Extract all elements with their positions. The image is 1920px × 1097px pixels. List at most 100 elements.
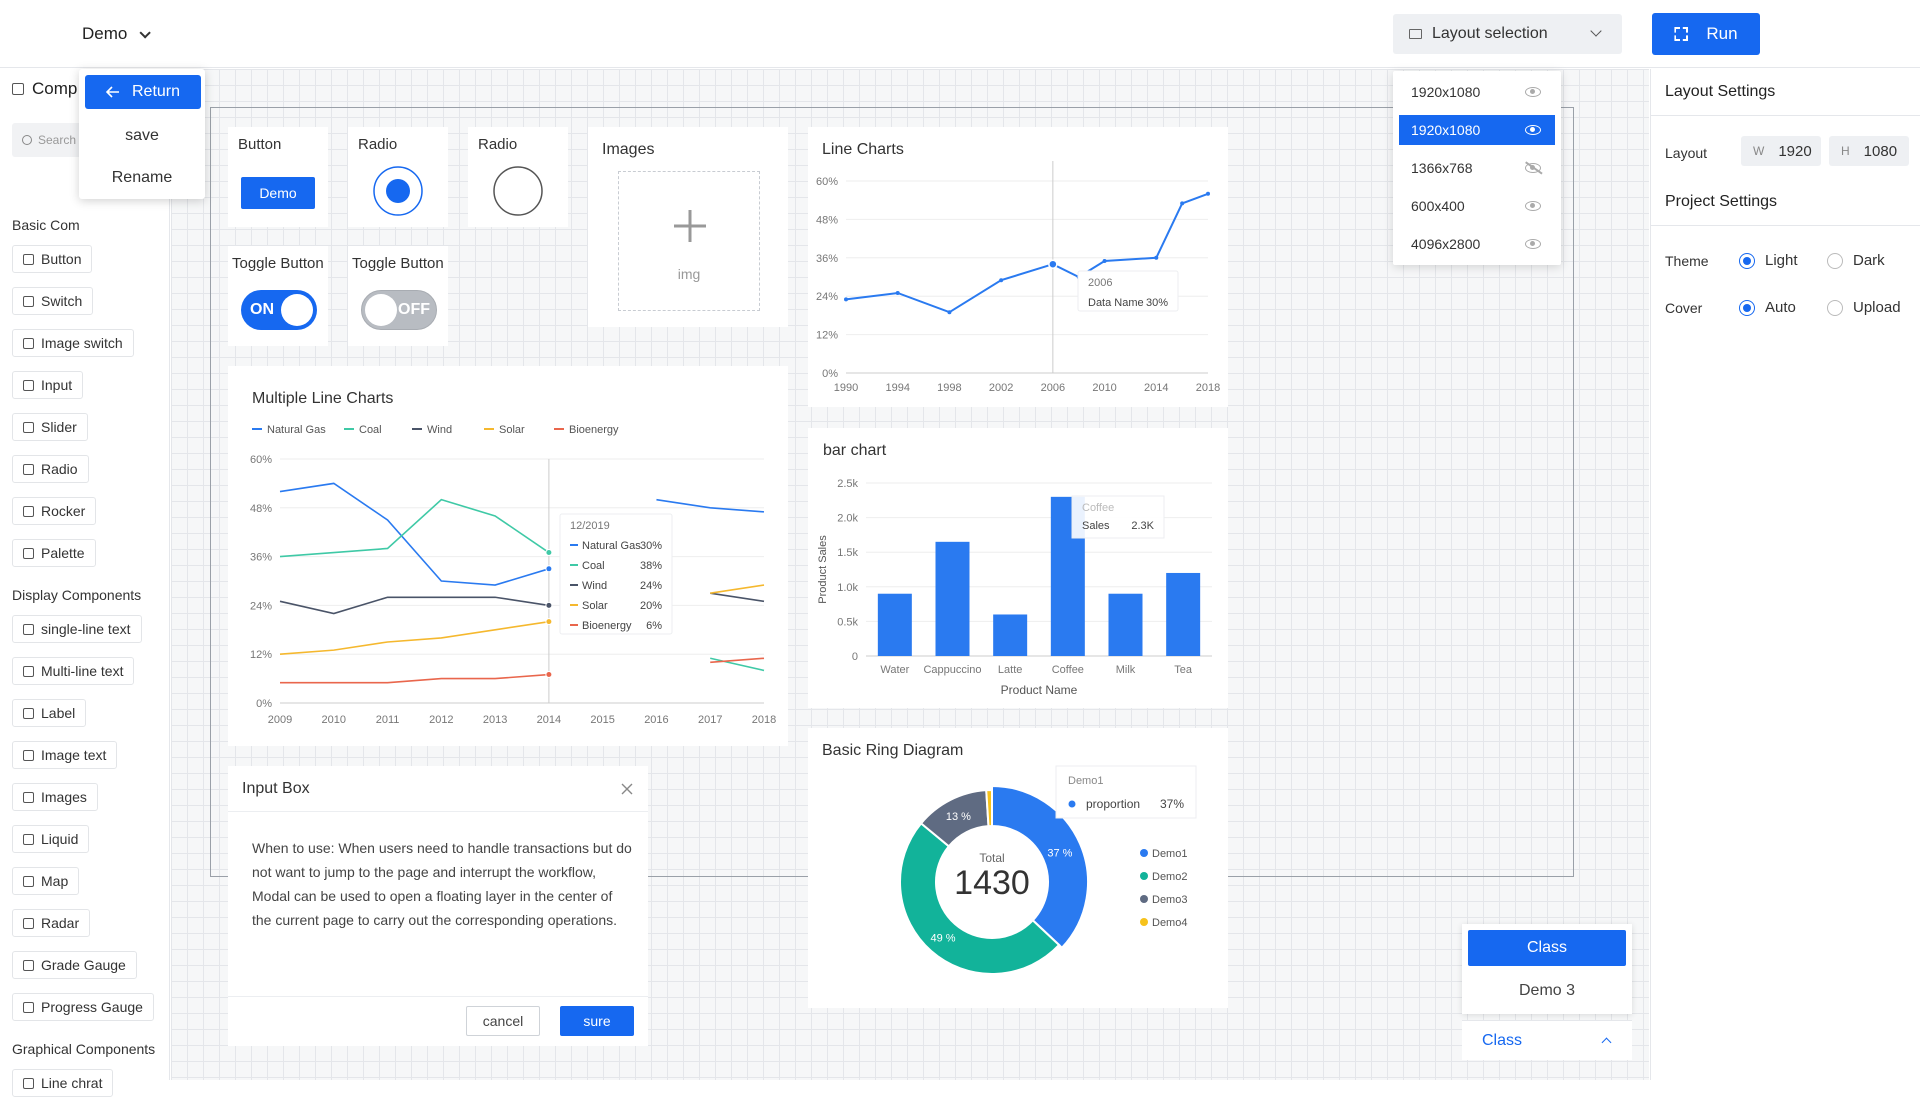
bar-chart-card[interactable]: bar chart 0 0.5k 1.0k 1.5k 2.0k 2.5k Water Capp… [808,428,1228,708]
layout-option[interactable]: 1366x768 [1399,153,1555,183]
component-item-switch[interactable]: Switch [12,287,94,315]
component-item-label: Map [41,873,69,889]
component-item-label: Image switch [41,335,123,351]
layout-option[interactable]: 1920x1080 [1399,115,1555,145]
image-upload-box[interactable]: img [618,171,760,311]
component-item-radar[interactable]: Radar [12,909,91,937]
component-item-single-line-text[interactable]: single-line text [12,615,142,643]
radio-widget-unchecked[interactable]: Radio [468,127,568,227]
legend-swatch [1140,918,1148,926]
eye-off-icon[interactable] [1525,163,1541,173]
data-point [1102,259,1107,263]
legend-item: Demo2 [1140,871,1187,883]
eye-icon[interactable] [1525,201,1541,211]
demo-button[interactable]: Demo [241,177,315,209]
height-input[interactable]: H 1080 [1829,136,1909,166]
component-item-palette[interactable]: Palette [12,539,96,567]
sure-button[interactable]: sure [560,1006,634,1036]
radio-widget-checked[interactable]: Radio [348,127,448,227]
bar-chart[interactable]: 0 0.5k 1.0k 1.5k 2.0k 2.5k Water Cappuccino Latt… [808,428,1228,708]
input-box-modal[interactable]: Input Box When to use: When users need t… [228,766,648,1046]
class-select[interactable]: Class [1462,1020,1632,1060]
line-chrat-icon [23,1077,34,1089]
y-tick-label: 60% [816,176,838,188]
line-chart[interactable]: 0% 12% 24% 36% 48% 60% 1990 1994 1998 2002 2006 201… [808,127,1228,407]
eye-icon[interactable] [1525,239,1541,249]
component-item-liquid[interactable]: Liquid [12,825,90,853]
layout-selection-dropdown[interactable]: Layout selection [1393,14,1622,54]
legend-item: Demo3 [1140,894,1187,906]
slider-icon [23,421,34,433]
x-tick-label: Milk [1116,664,1136,676]
tooltip-box [1055,765,1197,819]
save-menu-item[interactable]: save [125,127,159,144]
component-item-grade-gauge[interactable]: Grade Gauge [12,951,137,979]
divider [1651,115,1920,116]
eye-icon[interactable] [1525,125,1541,135]
component-item-map[interactable]: Map [12,867,80,895]
close-icon[interactable] [620,782,634,796]
legend-item: Demo1 [1140,848,1187,860]
cover-auto-radio[interactable]: Auto [1739,299,1796,316]
cancel-button[interactable]: cancel [466,1006,540,1036]
component-item-radio[interactable]: Radio [12,455,89,483]
images-widget[interactable]: Images img [588,127,788,327]
component-item-label: Progress Gauge [41,999,143,1015]
class-option-demo3[interactable]: Demo 3 [1518,982,1576,999]
layout-option[interactable]: 600x400 [1399,191,1555,221]
project-selector[interactable]: Demo [82,24,152,44]
component-item-rocker[interactable]: Rocker [12,497,97,525]
ring-chart-card[interactable]: Basic Ring Diagram 37 % 49 % 13 % Total 1430… [808,728,1228,1008]
return-button[interactable]: Return [85,75,201,109]
component-item-label[interactable]: Label [12,699,87,727]
y-tick-label: 12% [250,649,272,661]
arrow-left-icon [105,86,119,98]
toggle-widget-off[interactable]: Toggle Button OFF [348,246,448,346]
toggle-widget-on[interactable]: Toggle Button ON [228,246,328,346]
component-item-image-text[interactable]: Image text [12,741,118,769]
x-tick-label: 1994 [885,382,909,394]
radio-checked-icon[interactable] [372,165,424,217]
tooltip-series-name: Solar [582,600,608,612]
component-item-button[interactable]: Button [12,245,93,273]
component-item-label: Input [41,377,73,393]
button-icon [23,253,34,265]
data-point [545,601,553,609]
line-chart-card[interactable]: Line Charts 0% 12% 24% 36% 48% 60% 1990 1994 199… [808,127,1228,407]
x-tick-label: 1990 [834,382,858,394]
y-tick-label: 36% [816,253,838,265]
component-item-image-switch[interactable]: Image switch [12,329,134,357]
cover-upload-radio[interactable]: Upload [1827,299,1901,316]
layout-option-label: 600x400 [1411,198,1465,214]
multi-line-chart[interactable]: 0% 12% 24% 36% 48% 60% 2009 2010 2011 2012 2013 201… [228,366,788,746]
class-button[interactable]: Class [1468,930,1626,966]
toggle-label: ON [250,301,274,318]
component-item-slider[interactable]: Slider [12,413,88,441]
component-item-line-chrat[interactable]: Line chrat [12,1069,114,1097]
rename-menu-item[interactable]: Rename [111,169,173,186]
bar [1108,593,1143,656]
toggle-switch-off[interactable]: OFF [361,290,437,330]
button-widget[interactable]: Button Demo [228,127,328,227]
image-switch-icon [23,337,34,349]
layout-option[interactable]: 1920x1080 [1399,77,1555,107]
width-input[interactable]: W 1920 [1741,136,1821,166]
toggle-switch-on[interactable]: ON [241,290,317,330]
eye-icon[interactable] [1525,87,1541,97]
theme-dark-radio[interactable]: Dark [1827,252,1885,269]
run-button[interactable]: Run [1652,13,1760,55]
layout-option[interactable]: 4096x2800 [1399,229,1555,259]
component-item-progress-gauge[interactable]: Progress Gauge [12,993,154,1021]
component-item-label: Radar [41,915,80,931]
x-tick-label: Tea [1174,664,1193,676]
component-item-input[interactable]: Input [12,371,84,399]
component-item-images[interactable]: Images [12,783,98,811]
x-tick-label: Water [880,664,909,676]
component-item-multi-line-text[interactable]: Multi-line text [12,657,135,685]
multi-line-chart-card[interactable]: Multiple Line Charts 0% 12% 24% 36% 48% 60% 20… [228,366,788,746]
component-item-label: Grade Gauge [41,957,126,973]
theme-light-radio[interactable]: Light [1739,252,1798,269]
data-point [545,671,553,679]
radio-unchecked-icon[interactable] [492,165,544,217]
